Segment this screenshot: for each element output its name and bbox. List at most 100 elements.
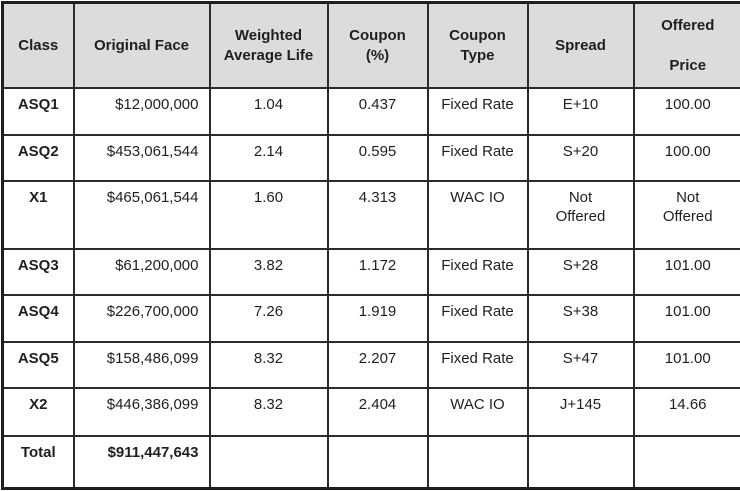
cell-value: $226,700,000 <box>106 303 199 321</box>
cell-wal: 8.32 <box>208 340 329 390</box>
cell-offered-price: 100.00 <box>632 87 740 136</box>
cell-value: Fixed Rate <box>441 303 514 321</box>
cell-coupon-type <box>426 434 529 490</box>
cell-offered-price: Not Offered <box>632 180 740 250</box>
cell-spread: S+47 <box>526 340 635 390</box>
cell-value: Fixed Rate <box>441 257 514 274</box>
table-row-x1: X1 $465,061,544 1.60 4.313 WAC IO Not Of… <box>1 180 740 250</box>
cell-wal <box>208 434 329 490</box>
cell-value: $12,000,000 <box>115 96 199 114</box>
cell-wal: 1.60 <box>208 180 329 250</box>
cell-value: X2 <box>29 396 48 414</box>
column-header-label: Weighted Average Life <box>223 26 314 64</box>
cell-value: 0.437 <box>358 96 397 114</box>
cell-coupon-type: Fixed Rate <box>426 340 529 390</box>
cell-original-face: $61,200,000 <box>72 247 211 297</box>
cell-spread: Not Offered <box>526 180 635 250</box>
cell-spread: S+28 <box>526 247 635 297</box>
cell-class: ASQ1 <box>1 87 75 136</box>
column-header-label: Offered Price <box>661 16 715 74</box>
cell-wal: 2.14 <box>208 133 329 183</box>
cell-coupon: 2.207 <box>326 340 429 390</box>
cell-value: Fixed Rate <box>441 349 514 367</box>
cell-coupon: 4.313 <box>326 180 429 250</box>
cell-coupon-type: WAC IO <box>426 387 529 437</box>
cell-wal: 1.04 <box>208 87 329 136</box>
header-cell-class: Class <box>1 1 75 90</box>
cell-original-face: $446,386,099 <box>72 387 211 437</box>
table-row-asq4: ASQ4 $226,700,000 7.26 1.919 Fixed Rate … <box>1 294 740 343</box>
cell-coupon-type: Fixed Rate <box>426 87 529 136</box>
cell-spread: S+38 <box>526 294 635 343</box>
cell-original-face: $12,000,000 <box>72 87 211 136</box>
column-header-label: Original Face <box>93 36 190 54</box>
cell-value: Total <box>20 443 56 461</box>
header-cell-spread: Spread <box>526 1 635 90</box>
cell-value: S+47 <box>562 349 599 367</box>
cell-wal: 7.26 <box>208 294 329 343</box>
cell-coupon <box>326 434 429 490</box>
cell-value: 100.00 <box>664 96 711 114</box>
cell-value: Fixed Rate <box>441 142 514 160</box>
cell-value: ASQ4 <box>17 303 59 321</box>
table-row-asq3: ASQ3 $61,200,000 3.82 1.172 Fixed Rate S… <box>1 247 740 297</box>
cell-value: $465,061,544 <box>106 189 199 207</box>
cell-value: 2.14 <box>253 142 284 160</box>
header-cell-coupon-type: Coupon Type <box>426 1 529 90</box>
cell-value: Not Offered <box>662 189 713 226</box>
cell-value: $446,386,099 <box>106 396 199 414</box>
cell-value: S+20 <box>562 142 599 160</box>
cell-offered-price: 14.66 <box>632 387 740 437</box>
cell-class: Total <box>1 434 75 490</box>
cell-class: ASQ2 <box>1 133 75 183</box>
cell-value: X1 <box>29 189 48 207</box>
cell-offered-price: 101.00 <box>632 247 740 297</box>
cell-original-face: $465,061,544 <box>72 180 211 250</box>
cell-value: E+10 <box>562 96 599 114</box>
cell-coupon: 0.595 <box>326 133 429 183</box>
cell-value: $158,486,099 <box>106 349 199 367</box>
cell-class: X2 <box>1 387 75 437</box>
cell-class: X1 <box>1 180 75 250</box>
table-row-asq2: ASQ2 $453,061,544 2.14 0.595 Fixed Rate … <box>1 133 740 183</box>
cell-value: Fixed Rate <box>441 96 514 114</box>
cell-coupon-type: Fixed Rate <box>426 247 529 297</box>
cell-value: WAC IO <box>450 189 505 207</box>
table-row-asq1: ASQ1 $12,000,000 1.04 0.437 Fixed Rate E… <box>1 87 740 136</box>
cell-offered-price <box>632 434 740 490</box>
cell-value: 8.32 <box>253 349 284 367</box>
cell-value: 1.60 <box>253 189 284 207</box>
cell-value: 0.595 <box>358 142 397 160</box>
cell-value: ASQ3 <box>17 257 59 274</box>
cell-class: ASQ3 <box>1 247 75 297</box>
cell-value: 4.313 <box>358 189 397 207</box>
cell-spread <box>526 434 635 490</box>
header-cell-original-face: Original Face <box>72 1 211 90</box>
cell-value: 7.26 <box>253 303 284 321</box>
cell-value: 8.32 <box>253 396 284 414</box>
cell-spread: E+10 <box>526 87 635 136</box>
cell-value: Not Offered <box>555 189 606 226</box>
cell-value: 1.919 <box>358 303 397 321</box>
cell-offered-price: 101.00 <box>632 340 740 390</box>
cell-value: ASQ2 <box>17 142 59 160</box>
cell-original-face: $453,061,544 <box>72 133 211 183</box>
cell-spread: J+145 <box>526 387 635 437</box>
cell-offered-price: 100.00 <box>632 133 740 183</box>
cell-coupon-type: WAC IO <box>426 180 529 250</box>
header-cell-coupon-pct: Coupon (%) <box>326 1 429 90</box>
column-header-label: Spread <box>555 36 606 54</box>
cell-coupon: 0.437 <box>326 87 429 136</box>
cell-coupon: 1.919 <box>326 294 429 343</box>
cell-value: S+38 <box>562 303 599 321</box>
header-cell-offered-price: Offered Price <box>632 1 740 90</box>
cell-value: $61,200,000 <box>115 257 199 274</box>
table-row-total: Total $911,447,643 <box>1 434 740 490</box>
cell-value: 1.172 <box>358 257 397 274</box>
cell-value: 2.404 <box>358 396 397 414</box>
cell-value: 101.00 <box>664 257 711 274</box>
header-row: Class Original Face Weighted Average Lif… <box>1 1 740 90</box>
cell-original-face: $158,486,099 <box>72 340 211 390</box>
cell-coupon-type: Fixed Rate <box>426 133 529 183</box>
